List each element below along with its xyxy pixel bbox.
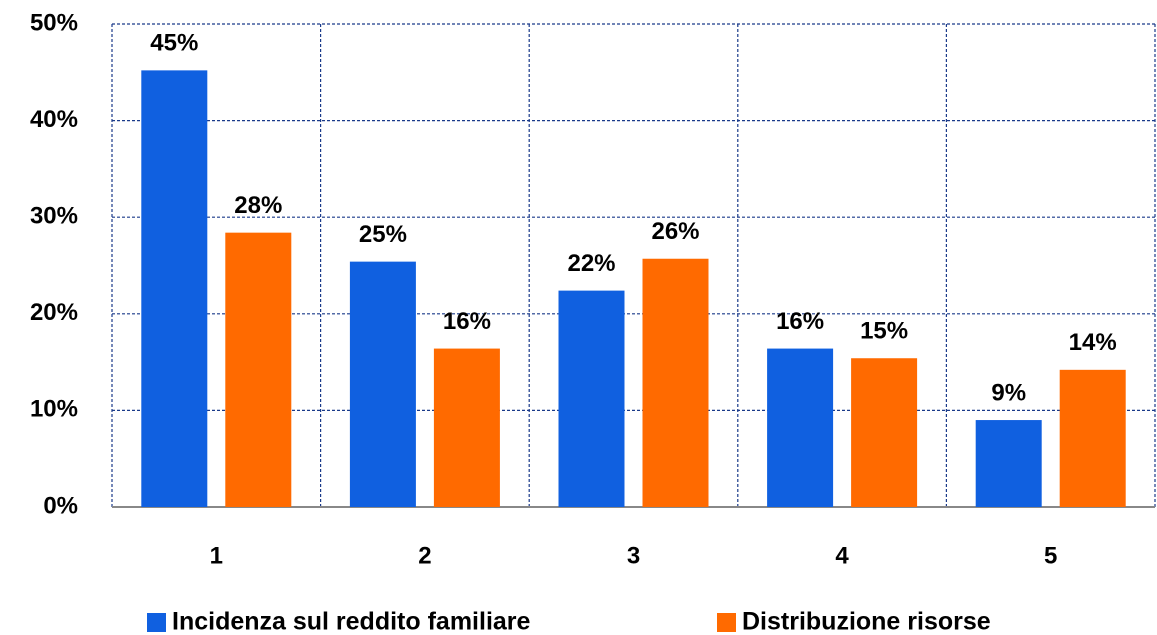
value-label: 9% bbox=[991, 379, 1026, 406]
legend-swatch bbox=[717, 613, 736, 632]
y-tick-label: 20% bbox=[30, 299, 78, 326]
y-tick-label: 50% bbox=[30, 9, 78, 36]
value-label: 15% bbox=[860, 318, 908, 345]
y-tick-label: 0% bbox=[43, 492, 78, 519]
value-label: 16% bbox=[443, 308, 491, 335]
legend-swatch bbox=[147, 613, 166, 632]
y-tick-label: 10% bbox=[30, 396, 78, 423]
y-tick-label: 40% bbox=[30, 106, 78, 133]
x-tick-label: 4 bbox=[835, 542, 849, 569]
bar bbox=[225, 232, 292, 507]
bar bbox=[767, 348, 834, 507]
value-label: 22% bbox=[567, 250, 615, 277]
legend-label: Incidenza sul reddito familiare bbox=[172, 608, 531, 635]
value-label: 26% bbox=[651, 218, 699, 245]
bar bbox=[851, 358, 918, 507]
bar bbox=[975, 420, 1042, 507]
x-tick-label: 1 bbox=[210, 542, 223, 569]
bar bbox=[558, 290, 625, 507]
y-tick-label: 30% bbox=[30, 203, 78, 230]
x-tick-label: 2 bbox=[418, 542, 431, 569]
value-label: 16% bbox=[776, 308, 824, 335]
bar bbox=[141, 70, 208, 508]
value-label: 14% bbox=[1069, 329, 1117, 356]
value-label: 45% bbox=[150, 30, 198, 57]
bar bbox=[349, 261, 416, 507]
bar bbox=[433, 348, 500, 507]
value-label: 28% bbox=[234, 192, 282, 219]
x-tick-label: 3 bbox=[627, 542, 640, 569]
legend-label: Distribuzione risorse bbox=[742, 608, 991, 635]
bar bbox=[642, 258, 709, 507]
bar bbox=[1059, 369, 1126, 507]
value-label: 25% bbox=[359, 221, 407, 248]
x-tick-label: 5 bbox=[1044, 542, 1057, 569]
